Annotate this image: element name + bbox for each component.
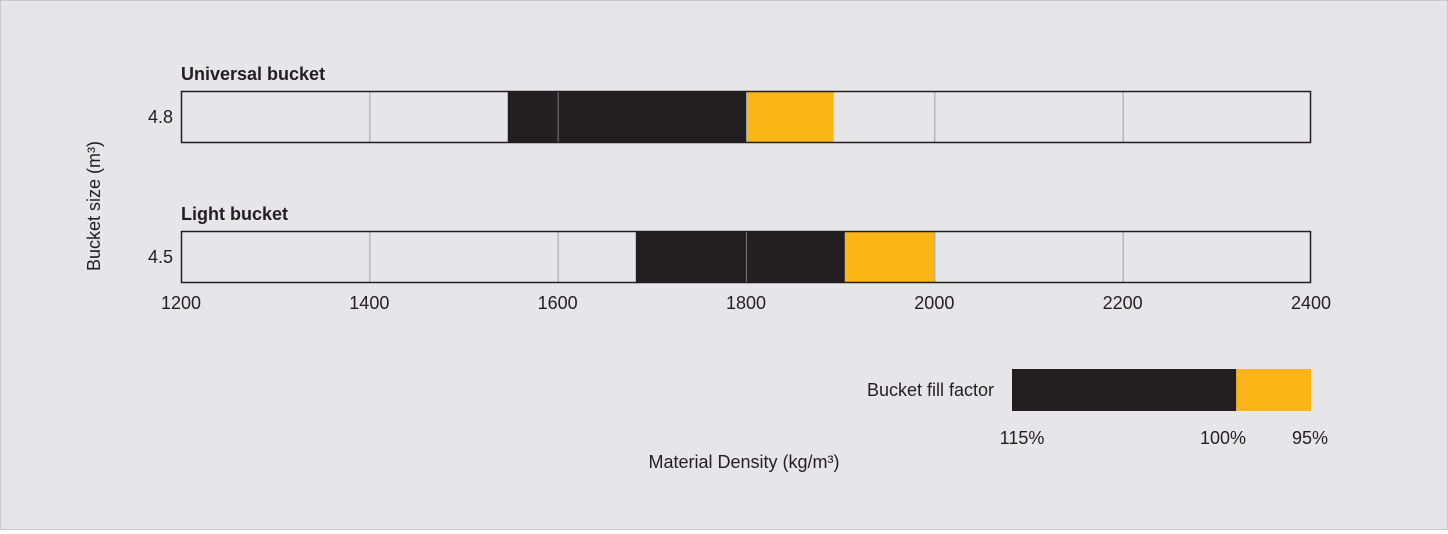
- universal-bucket-bar-100-95: [746, 91, 834, 143]
- universal-bucket-title: Universal bucket: [181, 64, 325, 84]
- legend-swatch-115-100: [1012, 369, 1237, 411]
- x-tick-label-1800: 1800: [726, 293, 766, 313]
- legend-label-95: 95%: [1292, 428, 1328, 448]
- universal-bucket-size-label: 4.8: [148, 107, 173, 127]
- universal-bucket-outline: [180, 90, 1312, 144]
- light-bucket-size-label: 4.5: [148, 247, 173, 267]
- x-tick-label-2200: 2200: [1103, 293, 1143, 313]
- x-tick-label-2000: 2000: [914, 293, 954, 313]
- legend-title: Bucket fill factor: [867, 380, 994, 400]
- light-bucket-bar-115-100: [635, 231, 845, 283]
- y-axis-label: Bucket size (m³): [84, 141, 104, 271]
- legend-label-100: 100%: [1200, 428, 1246, 448]
- x-axis-label: Material Density (kg/m³): [648, 452, 839, 472]
- legend-label-115: 115%: [1000, 428, 1045, 448]
- x-tick-label-2400: 2400: [1291, 293, 1331, 313]
- light-bucket-outline: [180, 230, 1312, 284]
- x-tick-label-1400: 1400: [349, 293, 389, 313]
- light-bucket-bar-100-95: [844, 231, 935, 283]
- universal-bucket-bar-115-100: [507, 91, 746, 143]
- legend-swatch-100-95: [1236, 369, 1311, 411]
- x-tick-label-1200: 1200: [161, 293, 201, 313]
- light-bucket-title: Light bucket: [181, 204, 288, 224]
- x-tick-label-1600: 1600: [538, 293, 578, 313]
